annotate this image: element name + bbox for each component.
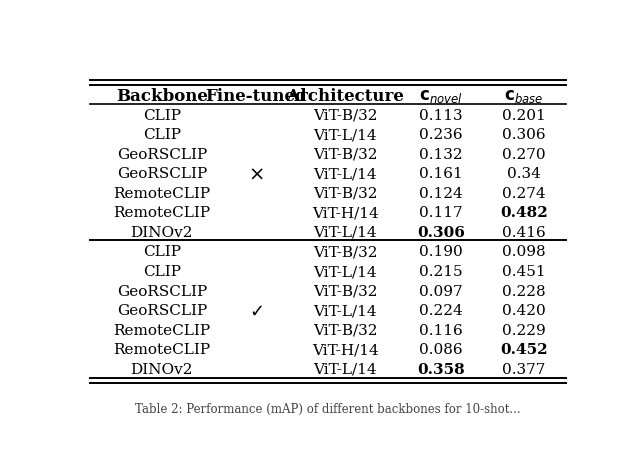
Text: 0.358: 0.358 [417,362,465,376]
Text: RemoteCLIP: RemoteCLIP [113,187,211,200]
Text: ViT-B/32: ViT-B/32 [313,187,378,200]
Text: $\mathbf{c}_{novel}$: $\mathbf{c}_{novel}$ [419,88,463,105]
Text: 0.482: 0.482 [500,206,548,220]
Text: CLIP: CLIP [143,109,181,122]
Text: Backbone: Backbone [116,88,208,105]
Text: 0.416: 0.416 [502,226,546,239]
Text: 0.132: 0.132 [419,148,463,161]
Text: ViT-B/32: ViT-B/32 [313,284,378,298]
Text: CLIP: CLIP [143,245,181,259]
Text: RemoteCLIP: RemoteCLIP [113,323,211,337]
Text: ViT-B/32: ViT-B/32 [313,148,378,161]
Text: 0.274: 0.274 [502,187,546,200]
Text: 0.161: 0.161 [419,167,463,181]
Text: 0.270: 0.270 [502,148,546,161]
Text: ViT-H/14: ViT-H/14 [312,342,379,357]
Text: CLIP: CLIP [143,128,181,142]
Text: 0.306: 0.306 [502,128,546,142]
Text: 0.098: 0.098 [502,245,546,259]
Text: ViT-B/32: ViT-B/32 [313,323,378,337]
Text: GeoRSCLIP: GeoRSCLIP [116,303,207,317]
Text: 0.229: 0.229 [502,323,546,337]
Text: 0.215: 0.215 [419,265,463,278]
Text: 0.116: 0.116 [419,323,463,337]
Text: ViT-L/14: ViT-L/14 [314,265,377,278]
Text: ViT-B/32: ViT-B/32 [313,245,378,259]
Text: 0.124: 0.124 [419,187,463,200]
Text: $\times$: $\times$ [248,165,264,183]
Text: 0.086: 0.086 [419,342,463,357]
Text: 0.306: 0.306 [417,226,465,239]
Text: 0.228: 0.228 [502,284,546,298]
Text: 0.377: 0.377 [502,362,546,376]
Text: CLIP: CLIP [143,265,181,278]
Text: 0.097: 0.097 [419,284,463,298]
Text: Table 2: Performance (mAP) of different backbones for 10-shot...: Table 2: Performance (mAP) of different … [135,403,521,416]
Text: ViT-L/14: ViT-L/14 [314,226,377,239]
Text: 0.236: 0.236 [419,128,463,142]
Text: ViT-H/14: ViT-H/14 [312,206,379,220]
Text: 0.113: 0.113 [419,109,463,122]
Text: 0.34: 0.34 [507,167,541,181]
Text: GeoRSCLIP: GeoRSCLIP [116,148,207,161]
Text: ViT-L/14: ViT-L/14 [314,128,377,142]
Text: RemoteCLIP: RemoteCLIP [113,206,211,220]
Text: 0.201: 0.201 [502,109,546,122]
Text: Architecture: Architecture [287,88,404,105]
Text: DINOv2: DINOv2 [131,226,193,239]
Text: 0.452: 0.452 [500,342,548,357]
Text: 0.190: 0.190 [419,245,463,259]
Text: GeoRSCLIP: GeoRSCLIP [116,284,207,298]
Text: 0.420: 0.420 [502,303,546,317]
Text: 0.224: 0.224 [419,303,463,317]
Text: ViT-B/32: ViT-B/32 [313,109,378,122]
Text: ViT-L/14: ViT-L/14 [314,167,377,181]
Text: $\checkmark$: $\checkmark$ [249,301,263,319]
Text: GeoRSCLIP: GeoRSCLIP [116,167,207,181]
Text: DINOv2: DINOv2 [131,362,193,376]
Text: Fine-tuned: Fine-tuned [205,88,307,105]
Text: ViT-L/14: ViT-L/14 [314,362,377,376]
Text: RemoteCLIP: RemoteCLIP [113,342,211,357]
Text: $\mathbf{c}_{base}$: $\mathbf{c}_{base}$ [504,88,543,105]
Text: 0.117: 0.117 [419,206,463,220]
Text: ViT-L/14: ViT-L/14 [314,303,377,317]
Text: 0.451: 0.451 [502,265,546,278]
